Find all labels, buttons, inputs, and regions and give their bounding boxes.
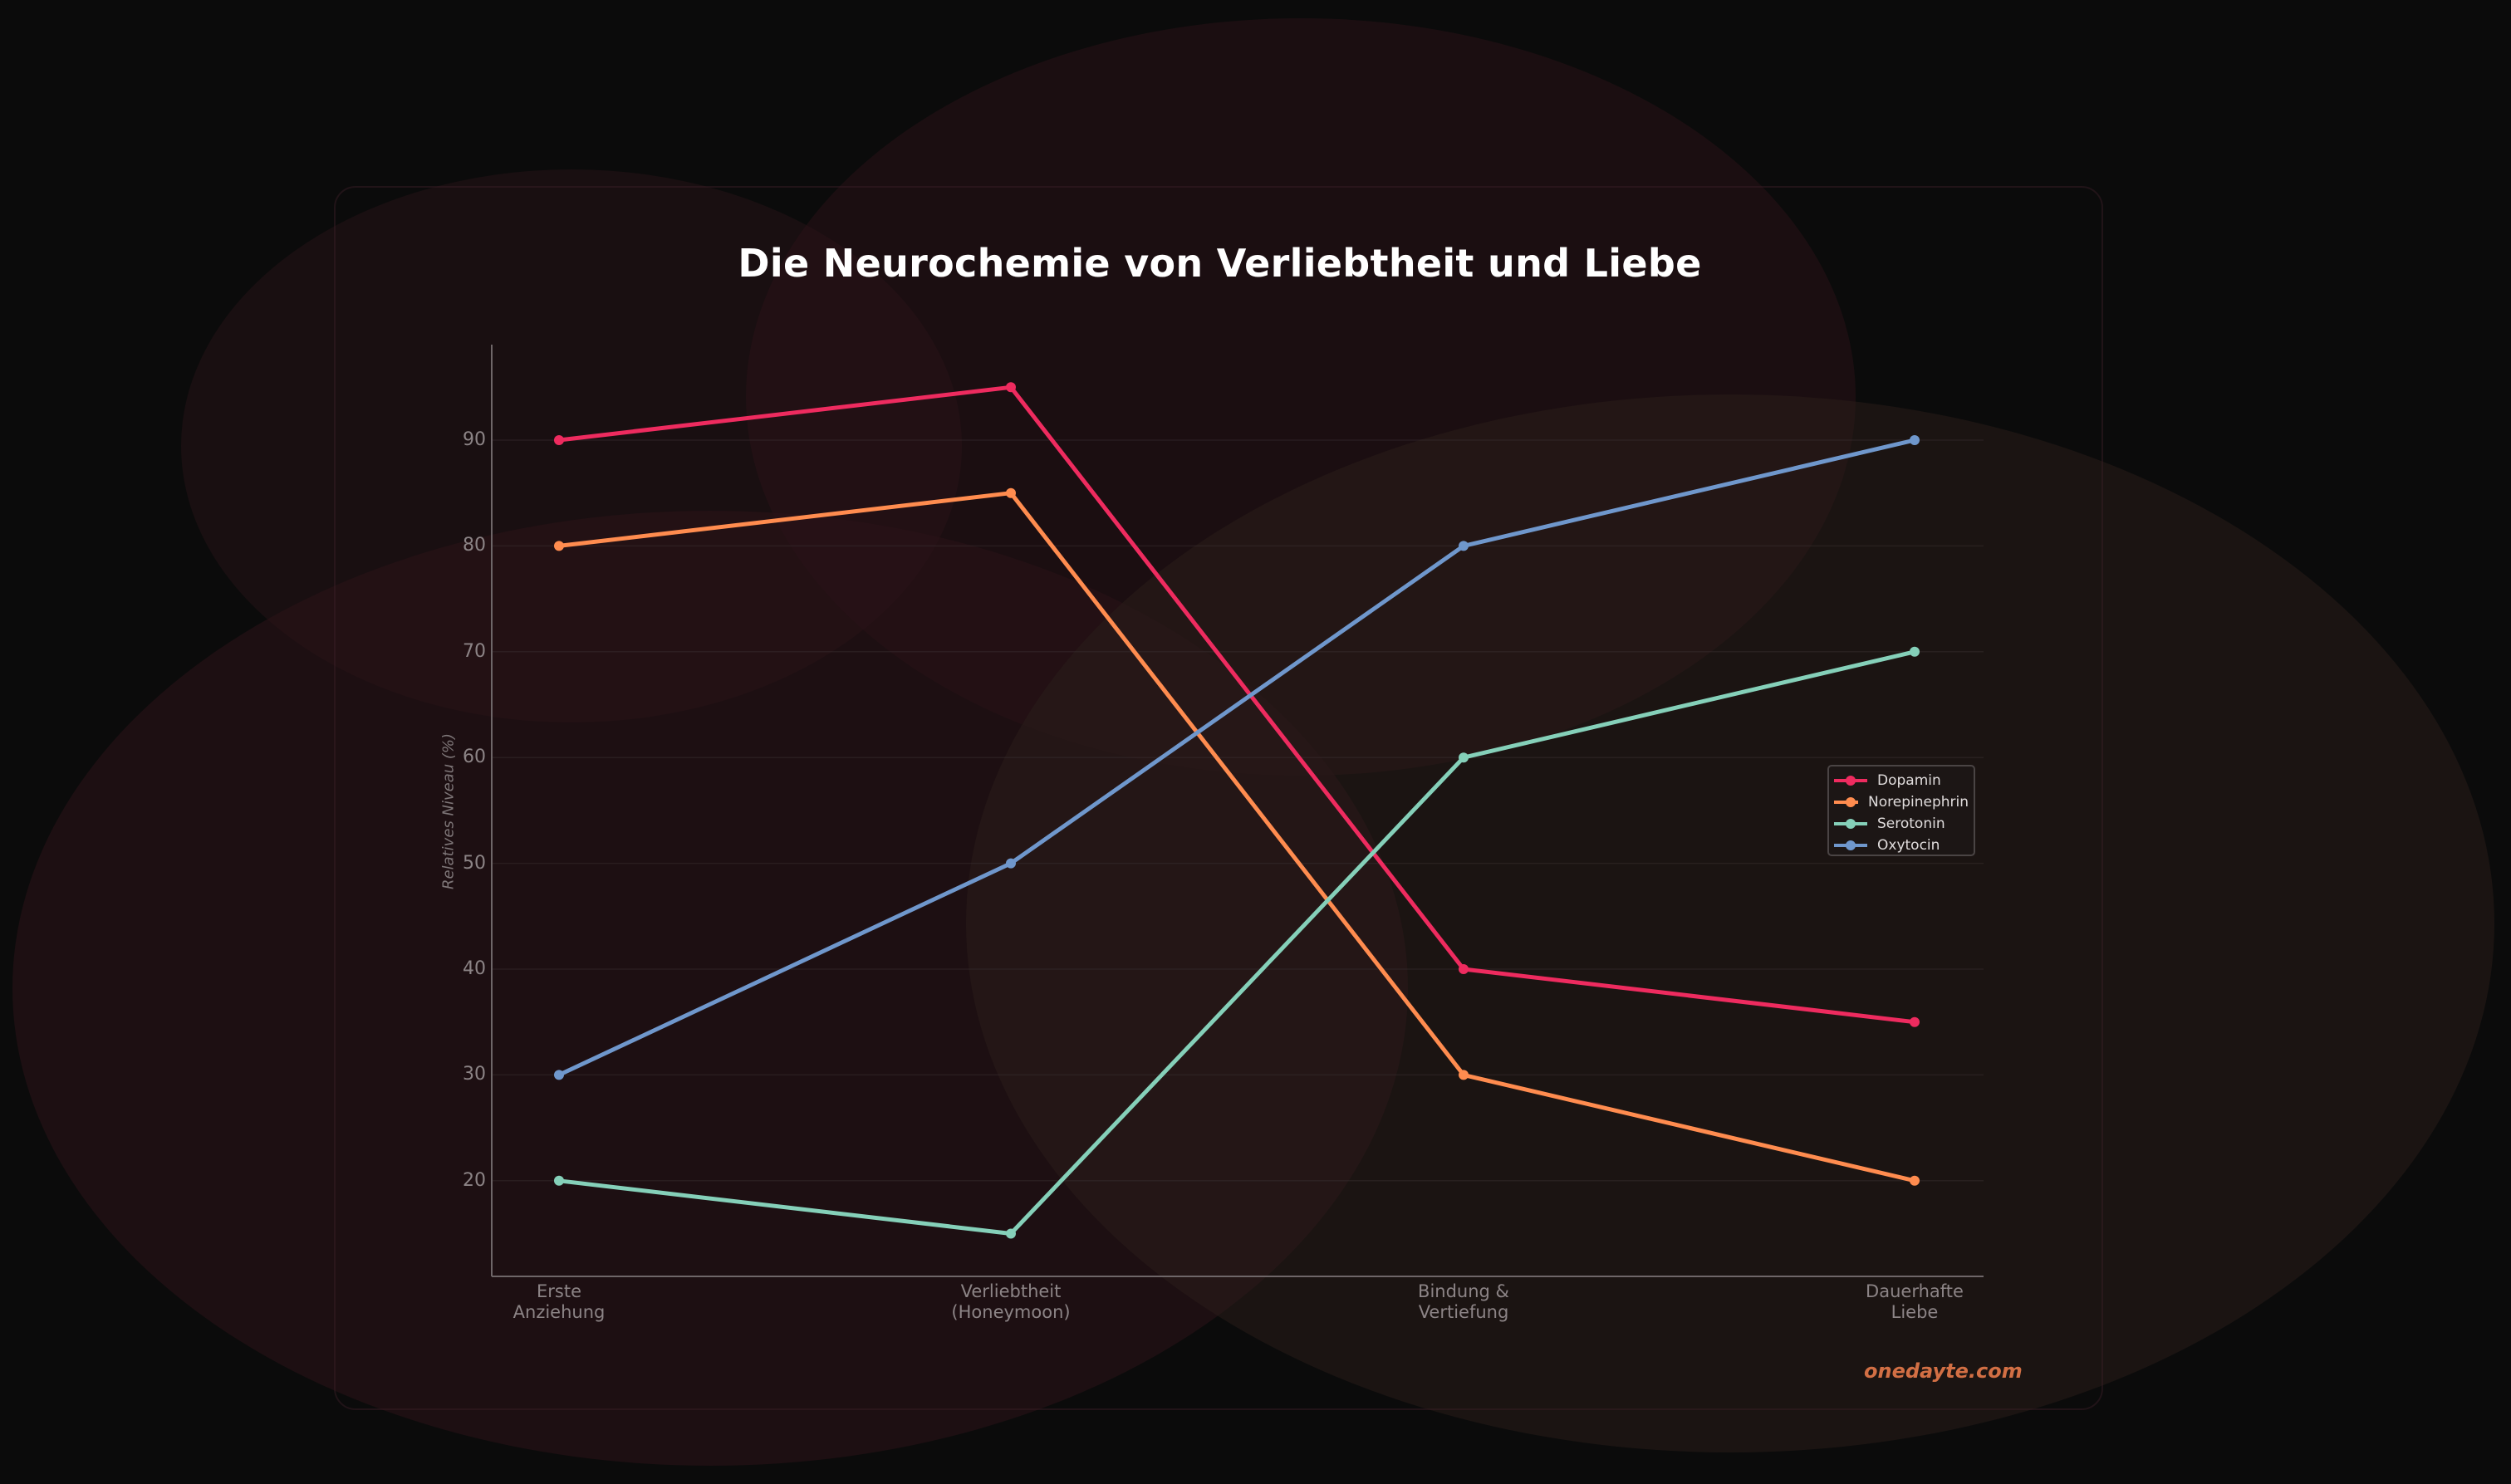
gridlines xyxy=(493,439,1984,1182)
legend-item-serotonin: Serotonin xyxy=(1834,813,1969,835)
y-tick-label: 90 xyxy=(463,429,486,450)
y-tick-label: 70 xyxy=(463,640,486,662)
series-line xyxy=(557,438,1915,1077)
y-tick-label: 40 xyxy=(463,958,486,979)
data-point-marker[interactable] xyxy=(1910,1016,1920,1027)
y-tick-label: 20 xyxy=(463,1169,486,1191)
data-point-marker[interactable] xyxy=(1910,646,1920,657)
legend-label: Norepinephrin xyxy=(1868,794,1969,811)
legend-line-marker-icon xyxy=(1834,775,1867,786)
y-tick-label: 60 xyxy=(463,747,486,768)
series-norepinephrin xyxy=(554,487,1920,1186)
watermark-link[interactable]: onedayte.com xyxy=(1864,1359,2023,1383)
data-point-marker[interactable] xyxy=(554,1070,564,1080)
y-tick-label: 80 xyxy=(463,535,486,556)
data-point-marker[interactable] xyxy=(1459,1070,1469,1080)
series-serotonin xyxy=(554,646,1920,1239)
y-axis-label: Relatives Niveau (%) xyxy=(439,733,458,889)
legend-label: Oxytocin xyxy=(1877,837,1940,854)
x-tick-label: Erste Anziehung xyxy=(512,1281,606,1322)
bg-blob xyxy=(966,394,2494,1452)
legend-item-dopamin: Dopamin xyxy=(1834,770,1969,791)
data-point-marker[interactable] xyxy=(1006,382,1016,393)
data-point-marker[interactable] xyxy=(554,541,564,551)
series-line xyxy=(558,491,1915,1183)
series-line xyxy=(558,649,1915,1236)
data-point-marker[interactable] xyxy=(1910,1175,1920,1186)
data-point-marker[interactable] xyxy=(1006,1228,1016,1239)
data-point-marker[interactable] xyxy=(554,435,564,445)
series-line xyxy=(558,384,1915,1025)
x-tick-label: Verliebtheit (Honeymoon) xyxy=(951,1281,1071,1322)
legend-line-marker-icon xyxy=(1834,818,1867,830)
chart-title: Die Neurochemie von Verliebtheit und Lie… xyxy=(738,241,1702,286)
series-oxytocin xyxy=(554,435,1920,1080)
data-point-marker[interactable] xyxy=(1459,752,1469,763)
x-tick-label: Dauerhafte Liebe xyxy=(1866,1281,1964,1322)
x-tick-label: Bindung & Vertiefung xyxy=(1418,1281,1509,1322)
legend-item-oxytocin: Oxytocin xyxy=(1834,835,1969,856)
legend-line-marker-icon xyxy=(1834,840,1867,851)
legend: Dopamin Norepinephrin Serotonin Oxytocin xyxy=(1827,765,1975,856)
data-point-marker[interactable] xyxy=(1006,858,1016,869)
legend-item-norepinephrin: Norepinephrin xyxy=(1834,791,1969,813)
y-tick-label: 50 xyxy=(463,852,486,874)
legend-line-marker-icon xyxy=(1834,796,1858,808)
legend-label: Serotonin xyxy=(1877,815,1945,832)
data-point-marker[interactable] xyxy=(1006,487,1016,498)
series-lines xyxy=(554,382,1920,1239)
legend-label: Dopamin xyxy=(1877,772,1941,789)
data-point-marker[interactable] xyxy=(1910,435,1920,445)
y-tick-label: 30 xyxy=(463,1064,486,1085)
data-point-marker[interactable] xyxy=(1459,541,1469,551)
data-point-marker[interactable] xyxy=(1459,964,1469,974)
chart-card xyxy=(334,186,2103,1410)
series-dopamin xyxy=(554,382,1920,1027)
data-point-marker[interactable] xyxy=(554,1175,564,1186)
